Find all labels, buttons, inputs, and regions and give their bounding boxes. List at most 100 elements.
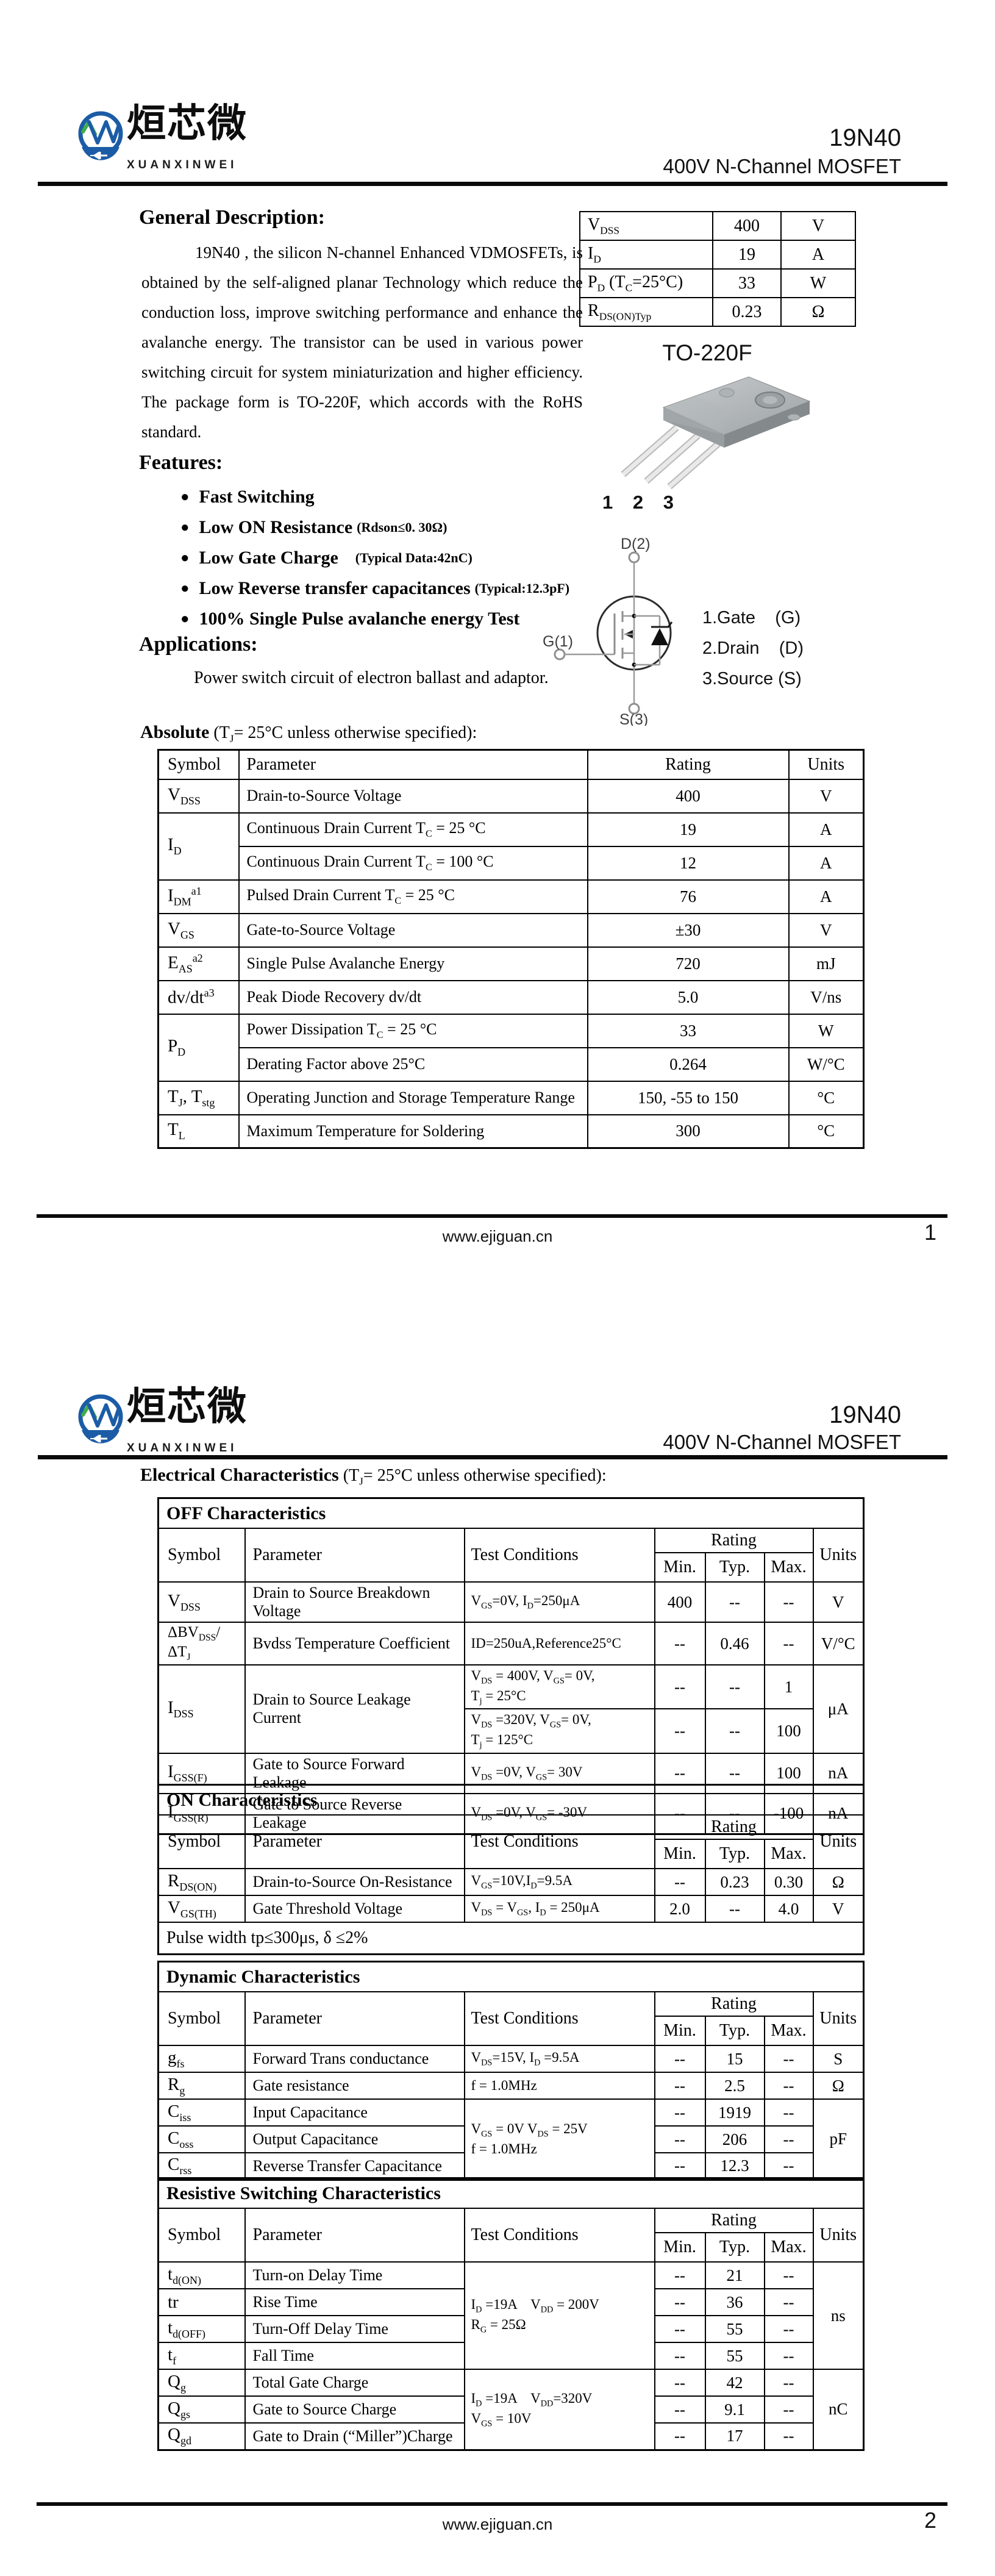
parameter-cell: Output Capacitance: [244, 2125, 465, 2153]
rating-cell: 300: [587, 1114, 790, 1149]
rating-cell: 150, -55 to 150: [587, 1080, 790, 1115]
column-header: Symbol: [157, 1814, 246, 1869]
min-cell: --: [654, 2152, 706, 2180]
parameter-cell: Continuous Drain Current TC = 25 °C: [238, 812, 588, 847]
max-cell: 0.30: [763, 1868, 814, 1896]
bullet-icon: ●: [180, 549, 190, 566]
rating-cell: 400: [587, 778, 790, 814]
parameter-cell: Gate to Drain (“Miller”)Charge: [244, 2422, 465, 2450]
column-header: Parameter: [244, 1991, 465, 2046]
symbol-cell: VDSS: [157, 1581, 246, 1623]
page-subtitle: 400V N-Channel MOSFET: [663, 1431, 901, 1453]
test-conditions-cell: ID =19A VDD = 200V RG = 25Ω: [463, 2261, 655, 2370]
features-list: ● Fast Switching ● Low ON Resistance (Rd…: [180, 482, 569, 634]
min-cell: --: [654, 2422, 706, 2450]
bullet-icon: ●: [180, 580, 190, 596]
column-header: Typ.: [704, 2016, 765, 2046]
symbol-cell: Rg: [157, 2072, 246, 2100]
table-row: EASa2 Single Pulse Avalanche Energy 720 …: [157, 946, 865, 981]
table-header-row: Symbol Parameter Test Conditions Rating …: [157, 1528, 865, 1583]
table-header-row: Min. Typ. Max.: [159, 1552, 864, 1583]
package-pin-numbers: 1 2 3: [602, 492, 681, 513]
logo-company-name-cn: 烜芯微: [127, 101, 248, 145]
table-note-row: Pulse width tp≤300μs, δ ≤2%: [157, 1922, 865, 1955]
applications-body: Power switch circuit of electron ballast…: [194, 668, 549, 687]
dynamic-characteristics-table: Dynamic Characteristics Symbol Parameter…: [157, 1961, 865, 2181]
table-header-row: Symbol Parameter Test Conditions Rating …: [157, 2208, 865, 2263]
rating-cell: 720: [587, 946, 790, 981]
parameter-cell: Peak Diode Recovery dv/dt: [238, 979, 588, 1015]
units-cell: V/°C: [812, 1622, 865, 1665]
min-cell: --: [654, 2261, 706, 2289]
logo-icon: [78, 1394, 123, 1444]
max-cell: --: [763, 2098, 814, 2127]
table-row: VDSS Drain to Source Breakdown Voltage V…: [157, 1581, 865, 1623]
units-cell: V/ns: [788, 979, 865, 1015]
symbol-cell: ID: [579, 240, 713, 270]
units-cell: Ω: [812, 2072, 865, 2100]
parameter-cell: Bvdss Temperature Coefficient: [244, 1622, 465, 1665]
max-cell: --: [763, 2422, 814, 2450]
parameter-cell: Input Capacitance: [244, 2098, 465, 2127]
table-row: VGS(TH) Gate Threshold Voltage VDS = VGS…: [157, 1895, 865, 1923]
symbol-cell: tr: [157, 2288, 246, 2316]
test-conditions-cell: VDS =320V, VGS= 0V, Tj = 125°C: [463, 1708, 655, 1754]
symbol-cell: VGS: [157, 912, 240, 948]
parameter-cell: Total Gate Charge: [244, 2369, 465, 2397]
units-cell: μA: [812, 1664, 865, 1754]
max-cell: --: [763, 2342, 814, 2370]
symbol-cell: Qgs: [157, 2395, 246, 2424]
typ-cell: --: [704, 1664, 765, 1710]
header-rule: [38, 1455, 947, 1459]
typ-cell: --: [704, 1581, 765, 1623]
parameter-cell: Drain-to-Source On-Resistance: [244, 1868, 465, 1896]
table-row: RDS(ON) Drain-to-Source On-Resistance VG…: [157, 1868, 865, 1896]
parameter-cell: Pulsed Drain Current TC = 25 °C: [238, 879, 588, 914]
min-cell: --: [654, 2342, 706, 2370]
table-row: Qgs Gate to Source Charge -- 9.1 --: [157, 2395, 864, 2424]
units-cell: Ω: [812, 1868, 865, 1896]
absolute-ratings-heading: Absolute (TJ= 25°C unless otherwise spec…: [140, 722, 477, 745]
min-cell: --: [654, 2098, 706, 2127]
table-row: tf Fall Time -- 55 --: [157, 2342, 864, 2370]
parameter-cell: Rise Time: [244, 2288, 465, 2316]
table-title-row: OFF Characteristics: [157, 1497, 865, 1529]
max-cell: --: [763, 1581, 814, 1623]
quick-spec-table: VDSS 400 V ID 19 A PD (TC=25°C) 33 W RDS…: [579, 211, 856, 327]
heading-bold: Absolute: [140, 722, 210, 742]
table-row: Rg Gate resistance f = 1.0MHz -- 2.5 -- …: [157, 2072, 865, 2100]
max-cell: 100: [763, 1752, 814, 1794]
units-cell: W/°C: [788, 1046, 865, 1082]
table-header-row: Symbol Parameter Test Conditions Rating …: [157, 1991, 865, 2046]
test-conditions-cell: VGS=0V, ID=250μA: [463, 1581, 655, 1623]
value-cell: 400: [712, 211, 782, 241]
feature-text: Low ON Resistance: [199, 517, 353, 537]
table-row: VDS =320V, VGS= 0V, Tj = 125°C -- -- 100: [159, 1708, 864, 1754]
units-cell: S: [812, 2045, 865, 2073]
parameter-cell: Fall Time: [244, 2342, 465, 2370]
units-cell: V: [812, 1581, 865, 1623]
column-header: Units: [812, 1528, 865, 1583]
column-header: Max.: [763, 2016, 814, 2046]
table-title-row: Dynamic Characteristics: [157, 1961, 865, 1992]
max-cell: --: [763, 2315, 814, 2343]
symbol-cell: tf: [157, 2342, 246, 2370]
feature-note: (Typical Data:42nC): [355, 550, 473, 565]
min-cell: 400: [654, 1581, 706, 1623]
pin-legend-gate: 1.Gate (G): [702, 608, 801, 628]
symbol-cell: Ciss: [157, 2098, 246, 2127]
applications-heading: Applications:: [139, 633, 258, 656]
table-row: VDSS 400 V: [579, 211, 856, 241]
table-title: Dynamic Characteristics: [157, 1961, 865, 1992]
column-header: Min.: [654, 1552, 706, 1583]
units-cell: A: [780, 240, 856, 270]
test-conditions-cell: VDS=15V, ID =9.5A: [463, 2045, 655, 2073]
to220f-package-image: [621, 376, 811, 490]
value-cell: 0.23: [712, 297, 782, 327]
table-title: OFF Characteristics: [157, 1497, 865, 1529]
test-conditions-cell: VGS = 0V VDS = 25V f = 1.0MHz: [463, 2098, 655, 2180]
typ-cell: 12.3: [704, 2152, 765, 2180]
general-description-heading: General Description:: [139, 206, 325, 229]
column-header: Parameter: [244, 1814, 465, 1869]
list-item: ● 100% Single Pulse avalanche energy Tes…: [180, 604, 569, 634]
